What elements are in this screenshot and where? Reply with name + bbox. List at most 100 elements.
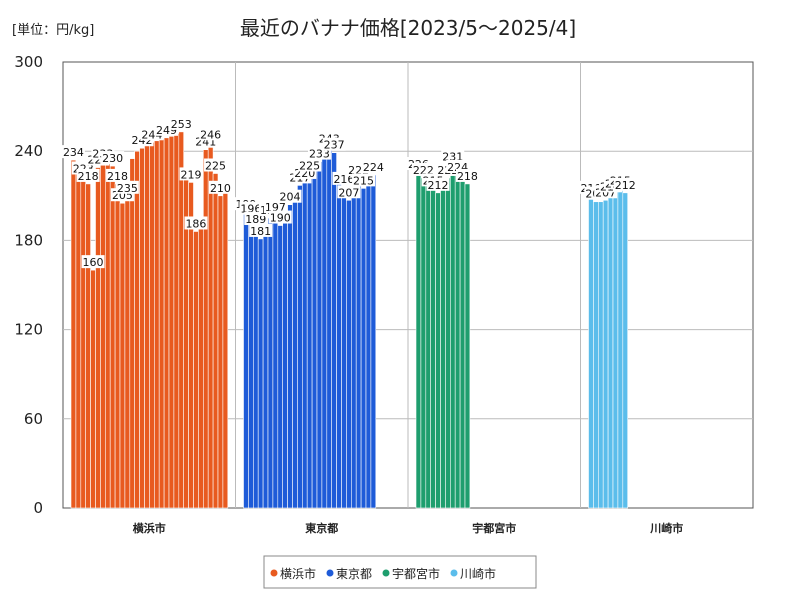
bar bbox=[370, 174, 377, 509]
bar bbox=[158, 139, 165, 509]
data-label-bg bbox=[263, 200, 287, 214]
legend-label: 横浜市 bbox=[280, 566, 316, 581]
bar bbox=[415, 171, 422, 509]
bar bbox=[134, 150, 140, 509]
data-label: 218 bbox=[78, 170, 99, 183]
bar bbox=[435, 192, 441, 509]
data-label: 212 bbox=[428, 179, 449, 192]
bar bbox=[287, 204, 293, 509]
x-category-label: 横浜市 bbox=[133, 521, 166, 535]
bar bbox=[292, 191, 298, 509]
data-label-bg bbox=[61, 145, 85, 159]
bar bbox=[607, 194, 614, 509]
data-label: 210 bbox=[210, 182, 231, 195]
y-tick-label: 120 bbox=[14, 321, 43, 339]
bar bbox=[346, 199, 352, 509]
data-label: 234 bbox=[63, 146, 84, 159]
bar bbox=[168, 136, 175, 509]
legend-label: 東京都 bbox=[336, 567, 372, 581]
bar bbox=[212, 173, 219, 509]
bar bbox=[459, 177, 466, 509]
data-label-bg bbox=[106, 168, 130, 182]
data-label-bg bbox=[441, 149, 465, 163]
data-label: 212 bbox=[615, 179, 636, 192]
bar bbox=[588, 195, 594, 509]
bar bbox=[80, 176, 87, 509]
bar bbox=[272, 214, 279, 509]
data-label-bg bbox=[352, 173, 376, 187]
data-label-bg bbox=[361, 159, 385, 173]
bar bbox=[188, 182, 194, 509]
bar bbox=[267, 217, 274, 509]
bar bbox=[425, 182, 431, 509]
y-axis-ticks: 0 60 120 180 240 300 bbox=[14, 53, 43, 517]
data-label: 204 bbox=[280, 191, 301, 204]
data-label-bg bbox=[322, 137, 346, 151]
bar bbox=[178, 131, 185, 509]
bar bbox=[331, 152, 337, 509]
bar bbox=[341, 186, 347, 509]
bar bbox=[311, 167, 318, 509]
data-label: 219 bbox=[181, 168, 202, 181]
bar bbox=[420, 177, 427, 509]
bar bbox=[124, 195, 131, 509]
x-category-label: 川崎市 bbox=[649, 521, 683, 535]
bar bbox=[248, 216, 254, 509]
legend-items: 横浜市 東京都 宇都宮市 川崎市 bbox=[270, 566, 496, 581]
y-tick-label: 240 bbox=[14, 142, 43, 160]
data-label: 224 bbox=[363, 161, 384, 174]
data-label: 253 bbox=[171, 118, 192, 131]
bar bbox=[105, 158, 111, 509]
bar bbox=[163, 137, 170, 509]
legend-marker bbox=[450, 569, 458, 577]
bar bbox=[277, 225, 283, 509]
bar bbox=[217, 195, 224, 509]
legend-label: 宇都宮市 bbox=[392, 566, 440, 581]
bar bbox=[440, 183, 446, 509]
data-label-bg bbox=[115, 180, 139, 194]
bar bbox=[198, 225, 204, 509]
bar bbox=[95, 167, 101, 509]
bar bbox=[85, 183, 91, 509]
data-label-bg bbox=[239, 201, 263, 215]
data-label-bg bbox=[268, 210, 292, 224]
x-axis-categories: 横浜市 東京都 宇都宮市 川崎市 bbox=[133, 521, 684, 535]
data-label: 225 bbox=[205, 160, 226, 173]
bar bbox=[301, 180, 308, 509]
bar bbox=[262, 232, 269, 509]
data-label: 215 bbox=[353, 174, 374, 187]
data-label-bg bbox=[337, 185, 361, 199]
data-label-bg bbox=[101, 151, 125, 165]
bar bbox=[154, 140, 160, 509]
bar bbox=[449, 164, 456, 509]
bar bbox=[109, 165, 116, 509]
bar bbox=[90, 269, 96, 509]
bar bbox=[70, 159, 77, 509]
data-label-bg bbox=[278, 189, 302, 203]
legend-marker bbox=[382, 569, 390, 577]
data-label-bg bbox=[613, 177, 637, 191]
data-label: 181 bbox=[250, 225, 271, 238]
data-label: 189 bbox=[245, 213, 266, 226]
bar bbox=[253, 226, 259, 509]
data-label-bg bbox=[426, 177, 450, 191]
bar bbox=[100, 161, 106, 509]
bar bbox=[129, 158, 136, 509]
bar bbox=[207, 141, 214, 509]
data-labels: 2342232181602292332302182052352422442492… bbox=[61, 116, 637, 269]
data-label-bg bbox=[249, 223, 273, 237]
chart-title: 最近のバナナ価格[2023/5～2025/4] bbox=[240, 16, 576, 40]
data-label: 235 bbox=[117, 182, 138, 195]
bar bbox=[454, 174, 461, 509]
bar bbox=[360, 188, 367, 509]
bar bbox=[617, 188, 624, 509]
data-label: 246 bbox=[200, 128, 221, 141]
data-label: 216 bbox=[333, 173, 354, 186]
x-category-label: 東京都 bbox=[305, 521, 338, 535]
bar bbox=[321, 155, 328, 509]
data-label-bg bbox=[169, 116, 193, 130]
unit-label: [単位：円/kg] bbox=[12, 22, 94, 38]
bar bbox=[355, 177, 362, 509]
data-label: 230 bbox=[102, 152, 123, 165]
